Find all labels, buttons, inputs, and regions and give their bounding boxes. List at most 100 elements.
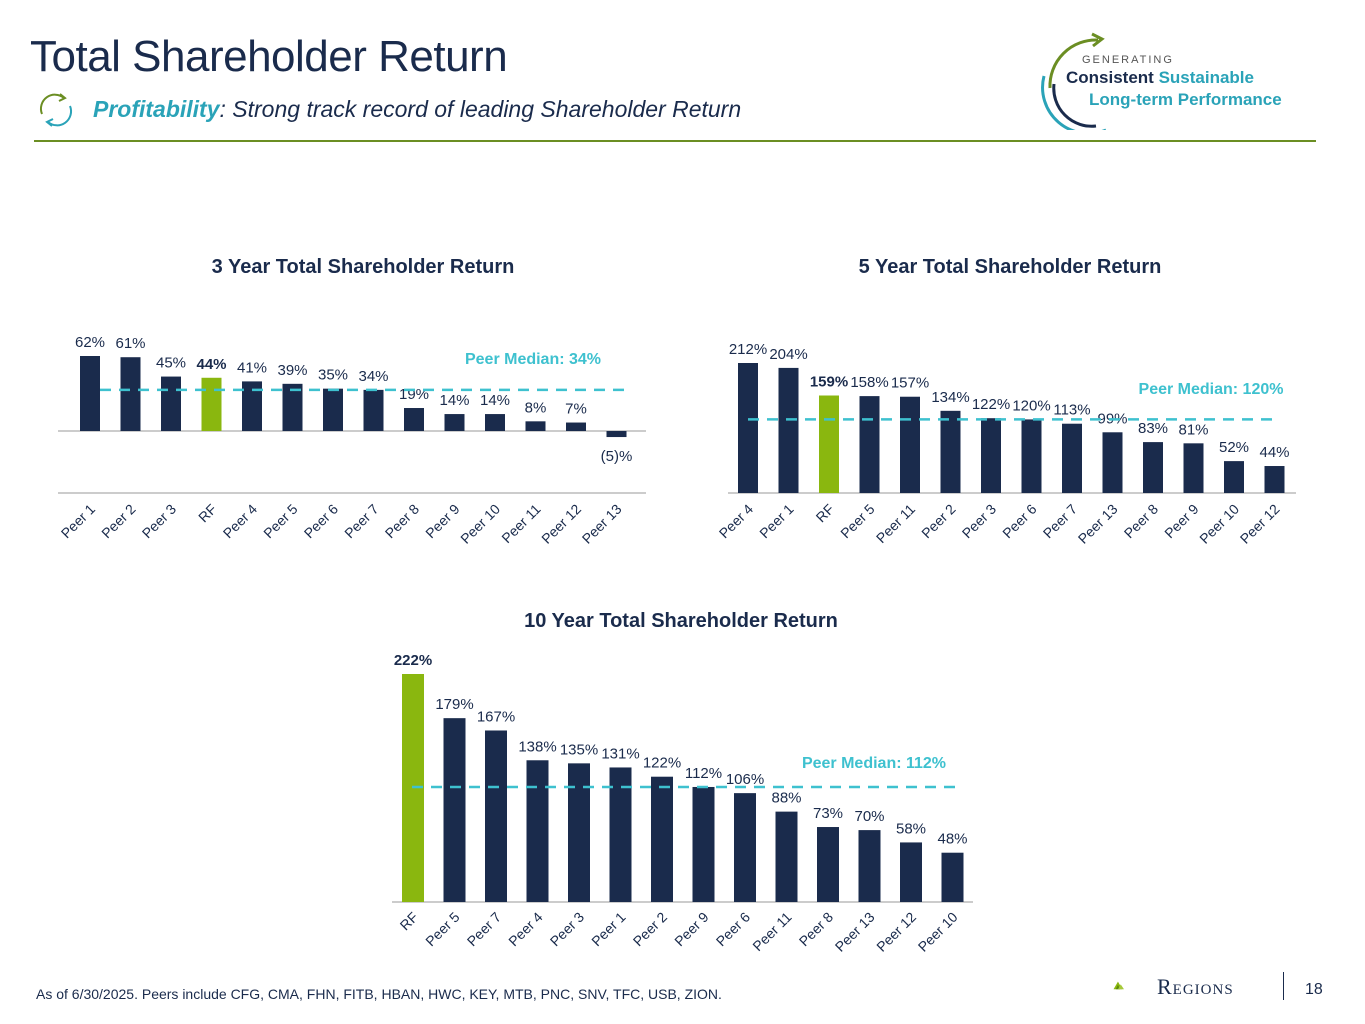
category-label: Peer 2 (918, 501, 959, 542)
category-label: Peer 7 (341, 501, 382, 542)
bar (242, 381, 262, 431)
bar (444, 414, 465, 431)
category-label: Peer 13 (579, 501, 625, 547)
category-label: Peer 3 (959, 501, 1000, 542)
category-label: Peer 6 (999, 501, 1040, 542)
bar (161, 376, 181, 431)
category-label: Peer 8 (382, 501, 423, 542)
category-label: Peer 11 (498, 501, 543, 546)
category-label: Peer 10 (457, 501, 503, 547)
page-number: 18 (1305, 981, 1323, 998)
data-label: 35% (318, 367, 348, 384)
brand-line1: Consistent Sustainable (1066, 68, 1254, 88)
data-label: 204% (769, 346, 807, 363)
category-label: Peer 1 (58, 501, 99, 542)
bar (1021, 419, 1042, 493)
data-label: 83% (1138, 420, 1168, 437)
category-label: Peer 2 (98, 501, 139, 542)
bar (404, 408, 424, 431)
subtitle-text: : Strong track record of leading Shareho… (219, 96, 742, 122)
bar (1224, 461, 1244, 493)
data-label: 73% (813, 805, 843, 822)
category-label: Peer 1 (588, 909, 629, 950)
category-label: Peer 3 (139, 501, 180, 542)
data-label: 157% (891, 375, 929, 392)
category-label: Peer 8 (796, 909, 837, 950)
bar (981, 418, 1001, 493)
data-label: 41% (237, 359, 267, 376)
chart-title: 3 Year Total Shareholder Return (212, 256, 515, 278)
bar (900, 396, 920, 493)
bar (1264, 466, 1285, 493)
category-label: Peer 9 (671, 909, 712, 950)
bar (201, 377, 222, 431)
bar (738, 363, 758, 493)
bar (775, 811, 798, 902)
bar (568, 763, 590, 902)
data-label: 8% (525, 399, 547, 416)
category-label: Peer 12 (538, 501, 584, 547)
data-label: 81% (1178, 421, 1208, 438)
bar (941, 852, 964, 902)
data-label: 106% (726, 771, 764, 788)
brand-tagline: GENERATING Consistent Sustainable Long-t… (1036, 26, 1326, 130)
chart-title: 5 Year Total Shareholder Return (859, 256, 1162, 278)
category-label: Peer 3 (547, 909, 588, 950)
bar (80, 356, 100, 431)
brand-line2: Long-term Performance (1089, 90, 1282, 109)
data-label: 61% (115, 335, 145, 352)
data-label: 222% (394, 652, 432, 669)
category-label: Peer 6 (301, 501, 342, 542)
bar (566, 422, 586, 431)
data-label: 19% (399, 386, 429, 403)
data-label: 212% (729, 341, 767, 358)
data-label: 134% (931, 389, 969, 406)
bar (778, 367, 799, 493)
data-label: 39% (277, 362, 307, 379)
category-label: RF (397, 909, 422, 934)
data-label: 44% (1259, 444, 1289, 461)
category-label: Peer 1 (756, 501, 797, 542)
category-label: Peer 13 (832, 909, 878, 955)
bar (606, 431, 627, 438)
data-label: 14% (439, 392, 469, 409)
category-label: Peer 2 (630, 909, 671, 950)
data-label: 159% (810, 374, 848, 391)
footnote: As of 6/30/2025. Peers include CFG, CMA,… (36, 986, 722, 1002)
data-label: 70% (854, 808, 884, 825)
category-label: RF (195, 501, 220, 526)
regions-logo (1113, 981, 1124, 990)
data-label: 122% (972, 396, 1010, 413)
bar (282, 383, 303, 431)
bar (900, 842, 922, 902)
bar (525, 421, 546, 431)
median-label: Peer Median: 34% (465, 351, 601, 368)
chart-title: 10 Year Total Shareholder Return (524, 610, 838, 632)
bar (692, 786, 715, 902)
page-subtitle: Profitability: Strong track record of le… (93, 96, 741, 123)
median-label: Peer Median: 112% (802, 755, 946, 772)
bar (323, 388, 343, 431)
page-title: Total Shareholder Return (30, 32, 508, 81)
category-label: Peer 8 (1121, 501, 1162, 542)
data-label: 48% (937, 831, 967, 848)
category-label: Peer 5 (837, 501, 878, 542)
data-label: 88% (771, 790, 801, 807)
data-label: 52% (1219, 439, 1249, 456)
bar (651, 776, 673, 902)
data-label: 62% (75, 334, 105, 351)
category-label: Peer 5 (260, 501, 301, 542)
bar (1062, 423, 1082, 493)
category-label: Peer 11 (749, 909, 794, 954)
bar (940, 410, 961, 493)
data-label: 158% (850, 374, 888, 391)
bar (1143, 442, 1163, 493)
brand-sustainable: Sustainable (1153, 68, 1254, 87)
bar (1102, 432, 1123, 493)
category-label: Peer 7 (464, 909, 505, 950)
brand-arc-icon (1041, 32, 1106, 130)
bar (858, 830, 881, 902)
category-label: Peer 11 (873, 501, 918, 546)
bar (819, 395, 839, 493)
